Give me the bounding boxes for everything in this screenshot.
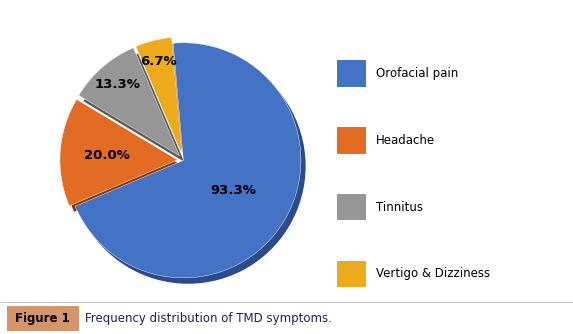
Wedge shape: [140, 43, 187, 161]
Text: Frequency distribution of TMD symptoms.: Frequency distribution of TMD symptoms.: [85, 312, 332, 325]
Wedge shape: [65, 105, 182, 212]
Wedge shape: [79, 48, 179, 156]
Text: Headache: Headache: [376, 134, 435, 147]
FancyBboxPatch shape: [337, 261, 366, 287]
Text: Orofacial pain: Orofacial pain: [376, 67, 458, 80]
Text: 93.3%: 93.3%: [211, 184, 257, 197]
Text: 20.0%: 20.0%: [84, 149, 130, 162]
Text: Tinnitus: Tinnitus: [376, 201, 423, 213]
FancyBboxPatch shape: [337, 194, 366, 220]
FancyBboxPatch shape: [337, 127, 366, 154]
Wedge shape: [60, 100, 178, 206]
Wedge shape: [75, 43, 301, 278]
Wedge shape: [136, 37, 182, 155]
Text: 13.3%: 13.3%: [95, 78, 140, 92]
Wedge shape: [80, 49, 305, 284]
Text: 6.7%: 6.7%: [140, 54, 177, 67]
Wedge shape: [84, 54, 184, 162]
FancyBboxPatch shape: [7, 306, 79, 331]
FancyBboxPatch shape: [337, 60, 366, 87]
Text: Figure 1: Figure 1: [15, 312, 70, 325]
Text: Vertigo & Dizziness: Vertigo & Dizziness: [376, 268, 490, 280]
